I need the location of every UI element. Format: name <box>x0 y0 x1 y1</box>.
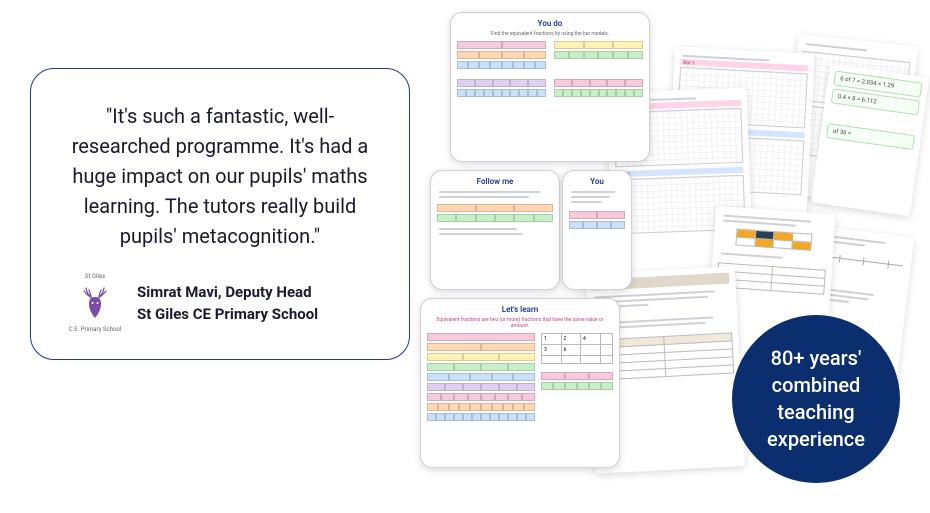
fraction-bars <box>554 41 643 59</box>
tablet-follow-me: Follow me <box>430 170 560 290</box>
fraction-bars <box>457 79 546 97</box>
sheet-subtitle: Find the equivalent fractions by using t… <box>457 31 643 37</box>
fraction-wall <box>427 333 535 421</box>
tablet-lets-learn: Let's learn Equivalent fractions are two… <box>420 298 620 468</box>
badge-line: 80+ years' <box>771 346 862 370</box>
fraction-bars <box>437 204 553 222</box>
experience-badge: 80+ years' combined teaching experience <box>732 315 900 483</box>
badge-line: combined <box>772 373 861 397</box>
attribution-name: Simrat Mavi, Deputy Head <box>137 283 318 301</box>
logo-bottom-text: C.E. Primary School <box>67 326 123 333</box>
sheet-subtitle: Equivalent fractions are two (or more) f… <box>427 317 613 329</box>
worksheet-calc-boxes: 6 of 7 = 2.034 × 1.29 0.4 × 8 = 6.112 of… <box>811 64 930 217</box>
fraction-bars <box>569 211 625 229</box>
badge-text: 80+ years' combined teaching experience <box>767 345 865 453</box>
school-logo: St Giles C.E. Primary School <box>67 275 123 331</box>
deer-icon <box>80 286 110 320</box>
sheet-title: You <box>569 177 625 186</box>
sheet-title: Let's learn <box>427 305 613 314</box>
logo-top-text: St Giles <box>67 273 123 280</box>
sheet-title: Follow me <box>437 177 553 186</box>
fraction-bars <box>541 372 613 390</box>
badge-line: teaching <box>777 400 854 424</box>
fraction-bars <box>457 41 546 69</box>
calc-item: of 36 = <box>826 123 915 150</box>
attribution-school: St Giles CE Primary School <box>137 305 318 323</box>
attribution-text: Simrat Mavi, Deputy Head St Giles CE Pri… <box>137 283 318 323</box>
tablet-you-do: You do Find the equivalent fractions by … <box>450 12 650 162</box>
badge-line: experience <box>767 427 865 451</box>
testimonial-attribution: St Giles C.E. Primary School Simrat Mavi… <box>59 275 381 331</box>
sheet-title: You do <box>457 19 643 28</box>
fraction-bars <box>554 79 643 97</box>
testimonial-quote: "It's such a fantastic, well-researched … <box>59 101 381 251</box>
tablet-you: You <box>562 170 632 290</box>
fraction-table: 124 36 <box>541 333 613 364</box>
testimonial-card: "It's such a fantastic, well-researched … <box>30 68 410 360</box>
